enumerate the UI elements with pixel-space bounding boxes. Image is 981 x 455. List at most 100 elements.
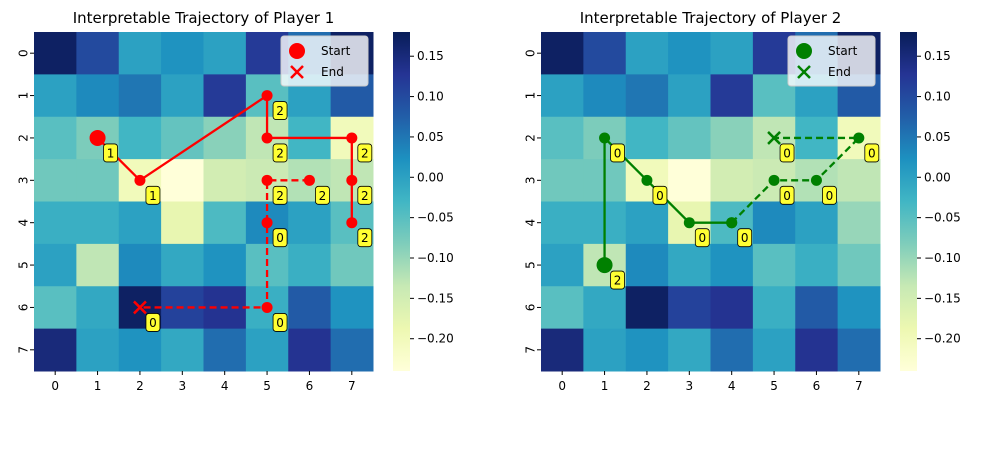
- heatmap-cell: [541, 286, 584, 330]
- step-label: 2: [276, 146, 284, 160]
- heatmap-cell: [710, 328, 754, 372]
- y-tick-label: 2: [524, 134, 538, 142]
- heatmap-cell: [625, 286, 669, 330]
- colorbar-tick-label: 0.10: [924, 90, 951, 104]
- step-label: 2: [361, 146, 369, 160]
- trajectory-point: [261, 174, 273, 186]
- y-tick-label: 6: [524, 304, 538, 312]
- y-tick-label: 4: [17, 219, 31, 227]
- heatmap-cell: [625, 116, 669, 160]
- legend-start-marker: [289, 43, 305, 59]
- heatmap-cell: [668, 328, 711, 372]
- step-label: 0: [826, 189, 834, 203]
- heatmap-cell: [203, 243, 247, 287]
- trajectory-point: [261, 90, 273, 102]
- heatmap-cell: [541, 32, 584, 75]
- x-tick-label: 0: [51, 379, 59, 393]
- step-label: 0: [741, 231, 749, 245]
- trajectory-point: [346, 132, 358, 144]
- heatmap-cell: [837, 159, 881, 202]
- colorbar-tick-label: −0.20: [417, 332, 454, 346]
- heatmap-cell: [668, 32, 711, 75]
- colorbar-tick-label: 0.05: [924, 130, 951, 144]
- colorbar: [393, 32, 410, 371]
- chart-player-2: Interpretable Trajectory of Player 2 0 1 2 3…: [524, 9, 961, 393]
- y-tick-label: 7: [524, 346, 538, 354]
- heatmap-cell: [288, 328, 332, 372]
- heatmap-cell: [752, 201, 796, 245]
- colorbar-tick-label: −0.20: [924, 332, 961, 346]
- heatmap-cell: [837, 286, 881, 330]
- heatmap-cell: [288, 243, 332, 287]
- chart-player-1: Interpretable Trajectory of Player 1 0 1 2 3…: [17, 9, 454, 393]
- heatmap-cell: [752, 328, 796, 372]
- x-tick-label: 6: [813, 379, 821, 393]
- step-label-box: [315, 185, 330, 205]
- heatmap-cell: [34, 243, 77, 287]
- heatmap-cell: [541, 328, 584, 372]
- heatmap-cell: [668, 159, 711, 202]
- y-tick-label: 0: [524, 49, 538, 57]
- colorbar-tick-label: −0.15: [924, 291, 961, 305]
- legend-start-marker: [796, 43, 812, 59]
- trajectory-dashed-line: [139, 179, 310, 309]
- step-label-box: [822, 185, 837, 205]
- heatmap-cell: [76, 201, 120, 245]
- step-label-box: [357, 228, 373, 248]
- heatmap-cell: [330, 243, 374, 287]
- heatmap-cell: [203, 328, 247, 372]
- heatmap-cell: [668, 116, 711, 160]
- step-label-box: [694, 228, 710, 248]
- x-tick-label: 2: [643, 379, 651, 393]
- legend-end-marker: [797, 65, 811, 79]
- trajectory-point: [134, 174, 146, 186]
- step-label-box: [272, 313, 288, 332]
- step-label-box: [779, 185, 795, 205]
- y-tick-label: 6: [17, 304, 31, 312]
- step-label: 2: [614, 274, 622, 288]
- x-tick-label: 7: [855, 379, 863, 393]
- trajectory-point: [599, 132, 611, 144]
- heatmap-cell: [76, 159, 120, 202]
- heatmap-cell: [710, 32, 754, 75]
- heatmap-cell: [161, 328, 204, 372]
- heatmap-cell: [752, 286, 796, 330]
- step-label: 1: [107, 146, 115, 160]
- step-label-box: [610, 270, 625, 290]
- x-tick-label: 2: [136, 379, 144, 393]
- step-label: 0: [656, 189, 664, 203]
- x-tick-label: 1: [94, 379, 102, 393]
- step-label: 0: [276, 316, 284, 330]
- step-label-box: [145, 185, 161, 205]
- step-label: 1: [149, 189, 157, 203]
- heatmap-cell: [330, 286, 374, 330]
- legend-start-label: Start: [828, 44, 858, 58]
- step-label-box: [103, 143, 118, 163]
- trajectory-point: [346, 174, 358, 186]
- step-label-box: [864, 143, 880, 163]
- colorbar-tick-label: 0.10: [417, 90, 444, 104]
- trajectory-point: [768, 174, 780, 186]
- y-tick-label: 3: [17, 176, 31, 184]
- colorbar-tick-label: 0.00: [924, 170, 951, 184]
- heatmap-cell: [583, 328, 627, 372]
- heatmap-cell: [288, 201, 332, 245]
- heatmap-cell: [625, 201, 669, 245]
- trajectory-point: [261, 301, 273, 313]
- heatmap-cell: [118, 116, 162, 160]
- y-tick-label: 1: [524, 92, 538, 100]
- heatmap-cell: [34, 328, 77, 372]
- heatmap-cell: [710, 116, 754, 160]
- heatmap-cell: [583, 32, 627, 75]
- heatmap-cell: [625, 32, 669, 75]
- heatmap-cell: [161, 74, 204, 118]
- y-tick-label: 1: [17, 92, 31, 100]
- heatmap-cell: [76, 243, 120, 287]
- step-label: 0: [783, 146, 791, 160]
- y-tick-label: 2: [17, 134, 31, 142]
- chart-title: Interpretable Trajectory of Player 1: [73, 9, 335, 27]
- trajectory-point: [346, 217, 358, 229]
- legend-end-label: End: [321, 65, 344, 79]
- heatmap-cell: [710, 243, 754, 287]
